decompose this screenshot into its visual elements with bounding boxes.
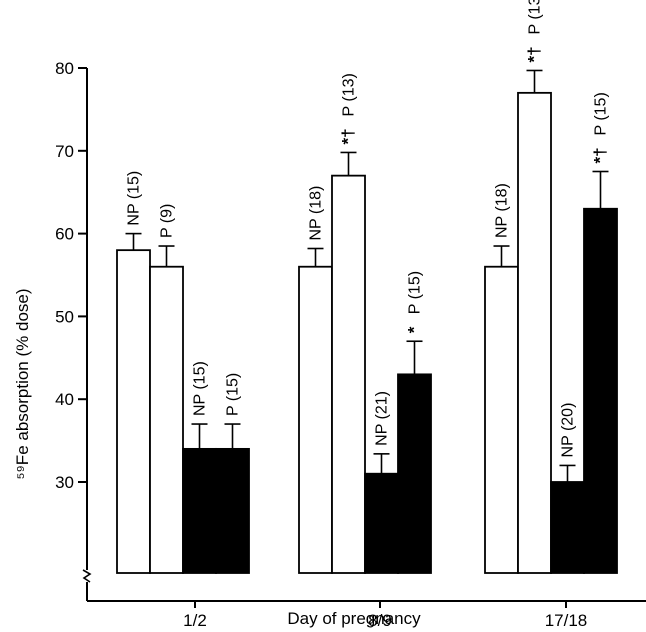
bar xyxy=(149,265,184,574)
x-tick-label: 8/9 xyxy=(368,611,392,630)
bar xyxy=(397,373,432,574)
bar xyxy=(364,472,399,574)
significance-mark: * xyxy=(405,326,424,333)
significance-mark: *† xyxy=(525,46,544,62)
bar-label: NP (20) xyxy=(560,403,577,458)
bar-label: P (15) xyxy=(593,92,610,135)
bar-label: NP (21) xyxy=(374,391,391,446)
bar-label: NP (15) xyxy=(192,361,209,416)
bar xyxy=(116,249,151,574)
y-tick-label: 50 xyxy=(55,307,74,326)
bar xyxy=(550,481,585,574)
y-axis-title: ⁵⁹Fe absorption (% dose) xyxy=(13,288,32,479)
x-tick-label: 1/2 xyxy=(183,611,207,630)
significance-mark: *† xyxy=(591,147,610,163)
bar xyxy=(298,265,333,574)
bar-label: P (13) xyxy=(527,0,544,34)
bar-label: P (13) xyxy=(341,73,358,116)
axis-break-mark xyxy=(82,569,92,583)
bar-label: NP (15) xyxy=(126,171,143,226)
bar xyxy=(484,265,519,574)
bar-label: P (15) xyxy=(225,373,242,416)
y-tick-label: 70 xyxy=(55,142,74,161)
bar-label: NP (18) xyxy=(308,186,325,241)
bar xyxy=(182,447,217,574)
x-tick-label: 17/18 xyxy=(545,611,588,630)
bar-labels: NP (15) P (9) NP (15) P (15) NP (18) *† P (13)… xyxy=(126,0,610,457)
bar-label: P (15) xyxy=(407,271,424,314)
bar-label: NP (18) xyxy=(494,183,511,238)
bars xyxy=(116,69,618,574)
bar xyxy=(583,207,618,574)
y-tick-label: 80 xyxy=(55,59,74,78)
bar xyxy=(517,91,552,574)
significance-mark: *† xyxy=(339,128,358,144)
y-tick-label: 40 xyxy=(55,390,74,409)
x-axis-title: Day of pregnancy xyxy=(287,609,421,628)
bar-label: P (9) xyxy=(159,204,176,238)
axes: 30 40 50 60 70 80 1/2 8/9 17/18 xyxy=(55,59,646,630)
bar xyxy=(331,174,366,574)
y-tick-label: 60 xyxy=(55,225,74,244)
bar xyxy=(215,447,250,574)
y-tick-label: 30 xyxy=(55,473,74,492)
